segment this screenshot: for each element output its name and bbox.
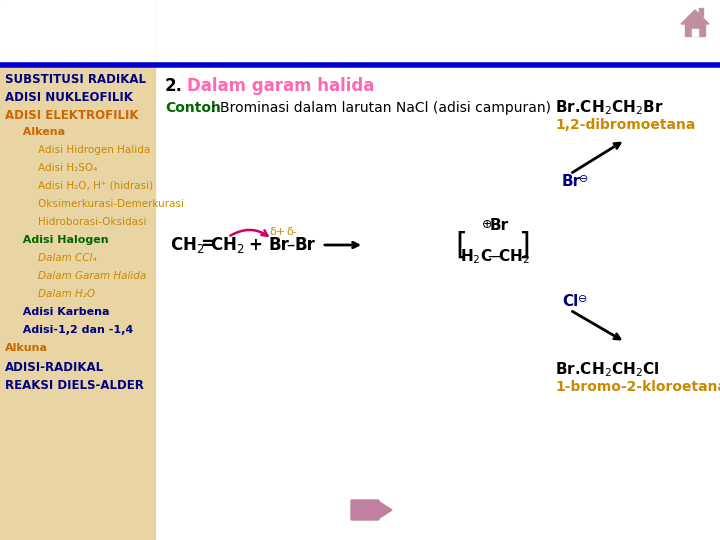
Text: [: [ (455, 231, 467, 260)
Text: Alkena: Alkena (15, 127, 65, 137)
Text: CH$_2$: CH$_2$ (498, 248, 530, 266)
Text: ⊖: ⊖ (578, 294, 588, 304)
Text: ]: ] (518, 231, 530, 260)
Text: Contoh: Contoh (165, 101, 221, 115)
Text: : Brominasi dalam larutan NaCl (adisi campuran): : Brominasi dalam larutan NaCl (adisi ca… (211, 101, 551, 115)
Text: ADISI-RADIKAL: ADISI-RADIKAL (5, 361, 104, 374)
Text: Dalam garam halida: Dalam garam halida (187, 77, 374, 95)
Text: =: = (200, 235, 215, 253)
Text: Oksimerkurasi-Demerkurasi: Oksimerkurasi-Demerkurasi (25, 199, 184, 209)
Text: ADISI ELEKTROFILIK: ADISI ELEKTROFILIK (5, 109, 138, 122)
Polygon shape (692, 29, 698, 36)
Bar (0, 0, 155, 540)
Text: Adisi H₂SO₄: Adisi H₂SO₄ (25, 163, 97, 173)
Polygon shape (378, 501, 392, 519)
Text: Adisi Karbena: Adisi Karbena (15, 307, 109, 317)
Text: Adisi Halogen: Adisi Halogen (15, 235, 109, 245)
Text: CH$_2$: CH$_2$ (210, 235, 245, 255)
Text: Hidroborasi-Oksidasi: Hidroborasi-Oksidasi (25, 217, 146, 227)
Polygon shape (681, 10, 709, 24)
Text: Dalam CCl₄: Dalam CCl₄ (25, 253, 96, 263)
Text: –: – (286, 236, 294, 254)
Text: Dalam H₂O: Dalam H₂O (25, 289, 95, 299)
FancyBboxPatch shape (351, 500, 379, 520)
Text: ADISI NUKLEOFILIK: ADISI NUKLEOFILIK (5, 91, 133, 104)
Text: 1,2-dibromoetana: 1,2-dibromoetana (555, 118, 696, 132)
Text: ⊕: ⊕ (482, 219, 492, 232)
Text: Adisi-1,2 dan -1,4: Adisi-1,2 dan -1,4 (15, 325, 133, 335)
Text: ⊖: ⊖ (579, 174, 588, 184)
Polygon shape (699, 8, 703, 16)
Text: Br.CH$_2$CH$_2$Br: Br.CH$_2$CH$_2$Br (555, 99, 664, 117)
Text: —: — (487, 248, 503, 264)
Text: Adisi Hidrogen Halida: Adisi Hidrogen Halida (25, 145, 150, 155)
Text: +: + (248, 236, 262, 254)
Text: Br.CH$_2$CH$_2$Cl: Br.CH$_2$CH$_2$Cl (555, 361, 660, 379)
Text: Dalam Garam Halida: Dalam Garam Halida (25, 271, 146, 281)
Text: SUBSTITUSI RADIKAL: SUBSTITUSI RADIKAL (5, 73, 146, 86)
Polygon shape (685, 24, 705, 36)
Text: δ-: δ- (286, 227, 297, 237)
Text: Br: Br (562, 174, 581, 190)
Text: 1-bromo-2-kloroetana: 1-bromo-2-kloroetana (555, 380, 720, 394)
Text: Alkuna: Alkuna (5, 343, 48, 353)
Bar (0, 0, 155, 65)
Text: Cl: Cl (562, 294, 578, 309)
Text: Br: Br (490, 219, 509, 233)
Text: REAKSI DIELS-ALDER: REAKSI DIELS-ALDER (5, 379, 144, 392)
Text: H$_2$C: H$_2$C (460, 248, 492, 266)
Text: Br: Br (294, 236, 315, 254)
Text: 2.: 2. (165, 77, 183, 95)
Text: δ+: δ+ (269, 227, 285, 237)
Text: Br: Br (268, 236, 289, 254)
Text: CH$_2$: CH$_2$ (170, 235, 204, 255)
Text: Adisi H₂O, H⁺ (hidrasi): Adisi H₂O, H⁺ (hidrasi) (25, 181, 153, 191)
